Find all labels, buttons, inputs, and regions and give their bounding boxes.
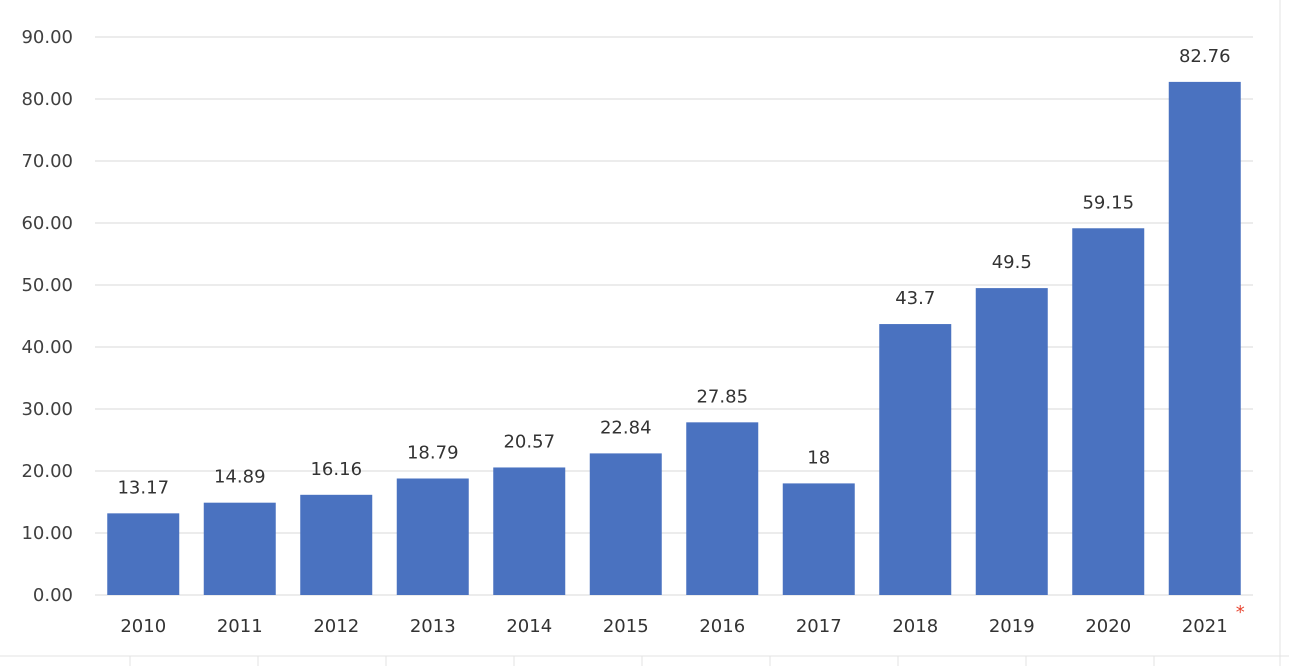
data-label-2015: 22.84 (600, 417, 652, 438)
x-axis-tick-labels: 2010 2011 2012 2013 2014 2015 2016 2017 2018 2019… (120, 616, 1227, 637)
y-tick-label: 50.00 (21, 275, 73, 296)
y-tick-label: 0.00 (33, 585, 73, 606)
data-label-2017: 18 (807, 447, 830, 468)
x-tick-label-2014: 2014 (506, 616, 552, 637)
y-tick-label: 20.00 (21, 461, 73, 482)
bar-2016 (686, 422, 759, 595)
bars (107, 81, 1241, 595)
bar-2021 (1168, 81, 1241, 595)
x-tick-label-2018: 2018 (892, 616, 938, 637)
data-labels: 13.17 14.89 16.16 18.79 20.57 22.84 27.85 18 43.… (117, 46, 1230, 498)
data-label-2014: 20.57 (503, 431, 555, 452)
bar-2014 (493, 467, 566, 595)
y-tick-label: 40.00 (21, 337, 73, 358)
annotations: * (1236, 602, 1245, 623)
bar-2020 (1072, 228, 1145, 595)
chart-gridlines (95, 36, 1253, 596)
y-tick-label: 60.00 (21, 213, 73, 234)
data-label-2018: 43.7 (895, 288, 935, 309)
y-tick-label: 90.00 (21, 27, 73, 48)
x-tick-label-2015: 2015 (603, 616, 649, 637)
x-tick-label-2016: 2016 (699, 616, 745, 637)
bar-2010 (107, 513, 180, 595)
x-tick-label-2013: 2013 (410, 616, 456, 637)
bar-2019 (975, 288, 1048, 595)
x-tick-label-2020: 2020 (1085, 616, 1131, 637)
x-tick-label-2012: 2012 (313, 616, 359, 637)
x-tick-label-2011: 2011 (217, 616, 263, 637)
data-label-2013: 18.79 (407, 443, 459, 464)
data-label-2011: 14.89 (214, 467, 266, 488)
data-label-2021: 82.76 (1179, 46, 1231, 67)
x-tick-label-2010: 2010 (120, 616, 166, 637)
annotation-asterisk: * (1236, 602, 1245, 623)
bar-2013 (396, 478, 469, 595)
data-label-2020: 59.15 (1082, 192, 1134, 213)
x-tick-label-2017: 2017 (796, 616, 842, 637)
y-tick-label: 30.00 (21, 399, 73, 420)
y-axis-tick-labels: 0.00 10.00 20.00 30.00 40.00 50.00 60.00 70.00 8… (21, 27, 73, 606)
data-label-2012: 16.16 (310, 459, 362, 480)
bar-2011 (203, 502, 276, 595)
bar-2012 (300, 494, 373, 595)
bar-2015 (589, 453, 662, 595)
y-tick-label: 70.00 (21, 151, 73, 172)
x-tick-label-2019: 2019 (989, 616, 1035, 637)
y-tick-label: 80.00 (21, 89, 73, 110)
data-label-2019: 49.5 (992, 252, 1032, 273)
data-label-2016: 27.85 (696, 386, 748, 407)
y-tick-label: 10.00 (21, 523, 73, 544)
x-tick-label-2021: 2021 (1182, 616, 1228, 637)
bar-2018 (879, 324, 952, 595)
bar-2017 (782, 483, 855, 595)
data-label-2010: 13.17 (117, 477, 169, 498)
